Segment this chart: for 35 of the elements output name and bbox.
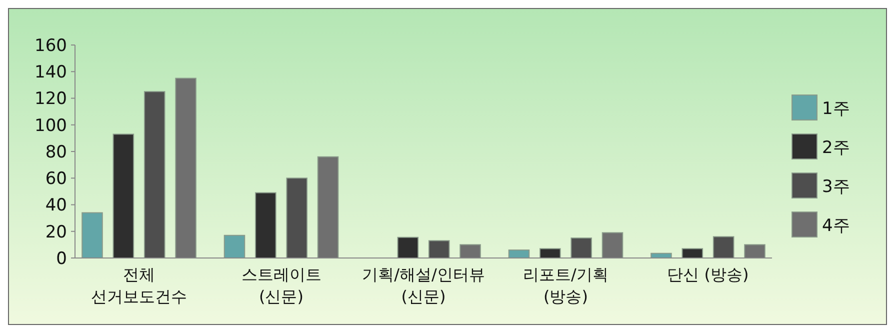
legend-label: 3주 bbox=[822, 176, 850, 197]
y-tick-label: 120 bbox=[34, 89, 67, 110]
y-tick-label: 80 bbox=[45, 142, 67, 162]
y-tick-label: 100 bbox=[34, 116, 67, 136]
y-tick-label: 0 bbox=[56, 248, 67, 269]
bar bbox=[744, 244, 766, 258]
bar bbox=[602, 232, 624, 258]
bar bbox=[224, 234, 246, 258]
y-tick-label: 60 bbox=[45, 169, 67, 190]
bar bbox=[255, 192, 276, 258]
bar bbox=[570, 238, 592, 258]
y-tick-label: 20 bbox=[45, 222, 67, 242]
x-tick-label: 스트레이트 (신문) bbox=[241, 265, 322, 306]
legend-label: 1주 bbox=[822, 98, 850, 119]
x-tick-label: 단신 (방송) bbox=[667, 265, 749, 284]
y-tick-label: 140 bbox=[34, 62, 67, 83]
bar bbox=[144, 91, 166, 258]
bar bbox=[460, 244, 481, 258]
bar bbox=[428, 240, 450, 258]
x-tick-label: 기획/해설/인터뷰 (신문) bbox=[362, 265, 485, 306]
bar bbox=[175, 78, 196, 258]
x-tick-label: 전체 선거보도건수 bbox=[91, 265, 188, 306]
y-tick-label: 160 bbox=[34, 36, 67, 56]
legend-label: 2주 bbox=[822, 138, 850, 158]
bar bbox=[540, 248, 561, 258]
bar bbox=[82, 212, 103, 258]
bar bbox=[286, 178, 308, 258]
bar bbox=[712, 236, 734, 258]
bar bbox=[317, 156, 339, 258]
y-tick-label: 40 bbox=[45, 196, 67, 216]
bar bbox=[112, 134, 134, 258]
bar bbox=[682, 248, 704, 258]
x-tick-label: 리포트/기획 (방송) bbox=[523, 265, 608, 306]
bar bbox=[397, 236, 419, 258]
legend-label: 4주 bbox=[822, 216, 850, 236]
